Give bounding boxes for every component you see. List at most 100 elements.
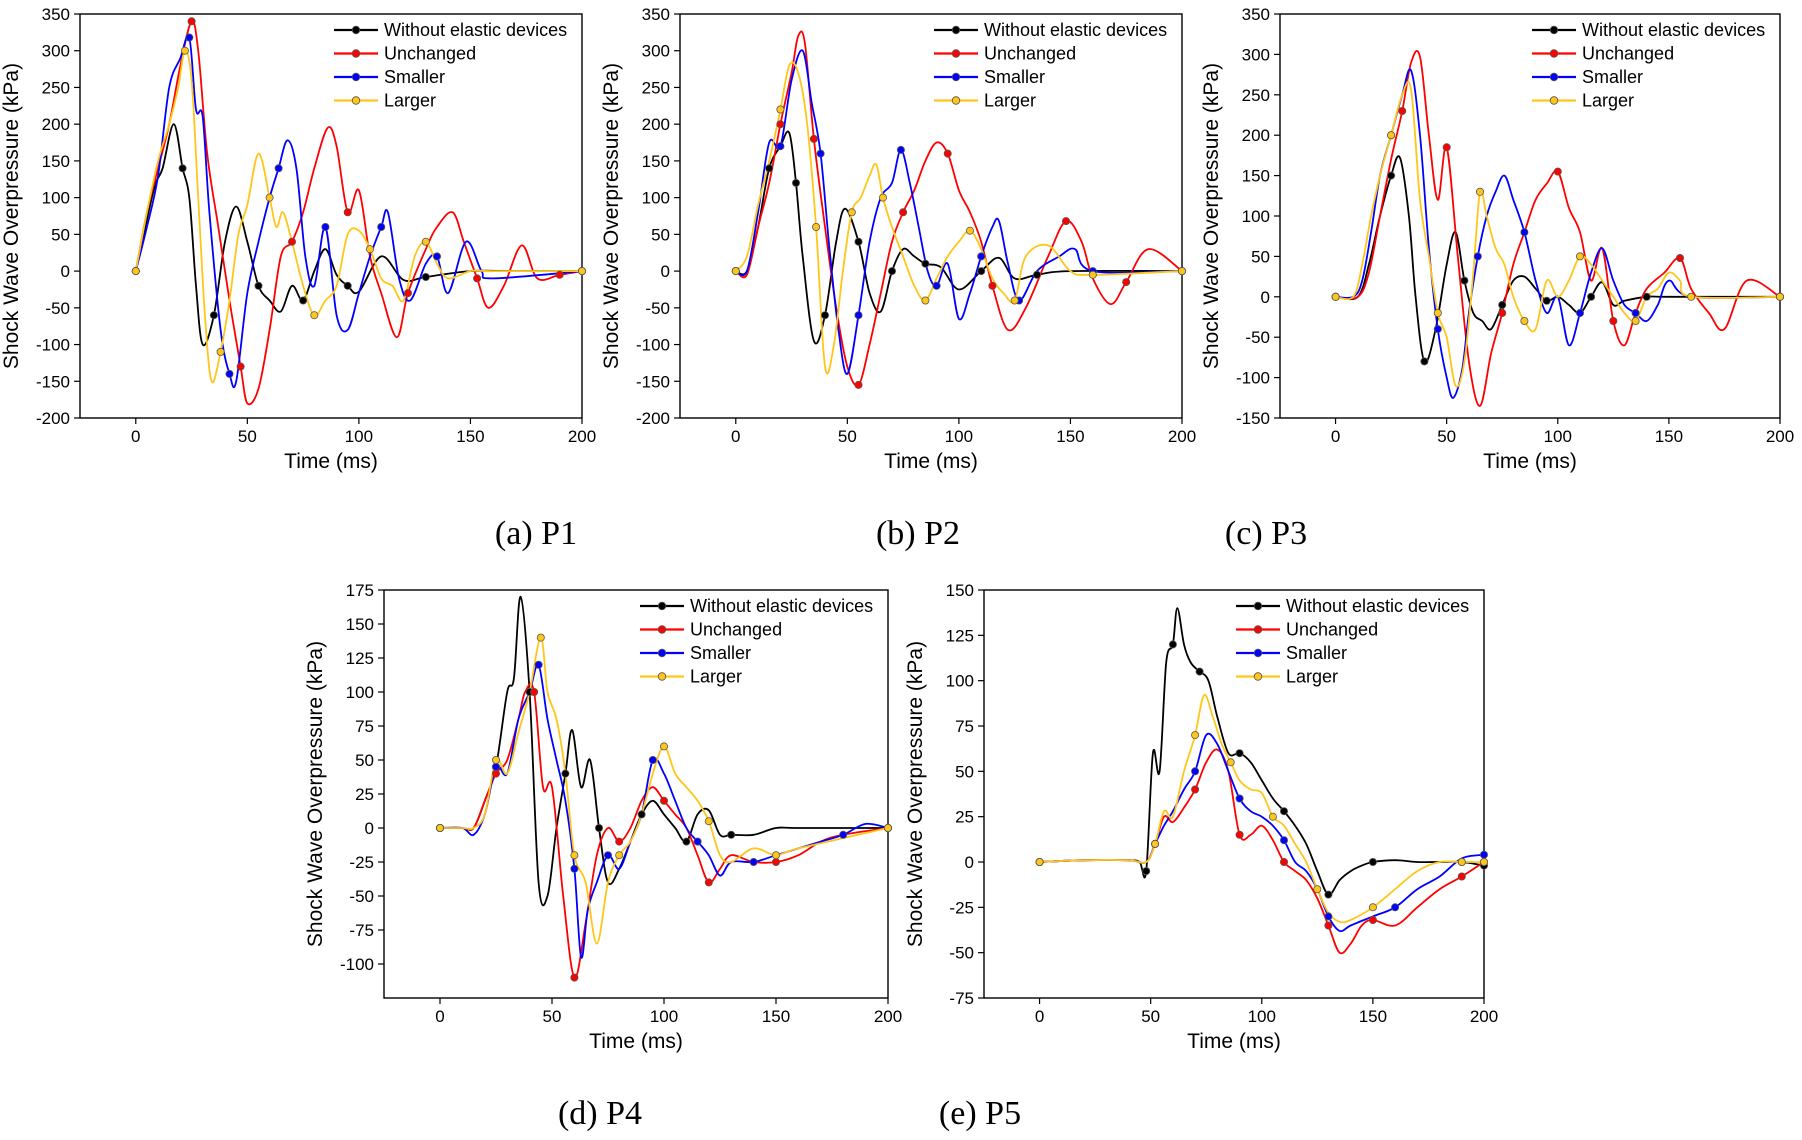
chart-3-x-axis-title: Time (ms) [1483,450,1577,473]
chart-2-series-larger-marker [966,226,975,235]
chart-1-x-axis-title: Time (ms) [284,450,378,473]
chart-5-x-tick-label: 150 [1359,1007,1387,1026]
chart-2: 0 50 100 150 200 -200 -150 -100 -50 0 50 100 150 200 2… [600,5,1196,552]
chart-3-series-smaller-marker [1520,228,1529,237]
chart-3-series-larger-marker [1776,292,1785,301]
chart-2-series-unchanged-marker [854,380,863,389]
chart-1-series-smaller-marker [274,164,283,173]
chart-4-y-axis-title: Shock Wave Overpressure (kPa) [304,641,327,947]
chart-3-x-tick-label: 200 [1766,427,1794,446]
chart-2-series-without-elastic-devices-marker [888,267,897,276]
chart-4-series-smaller-marker [534,660,543,669]
chart-5-series-unchanged-marker [1324,921,1333,930]
chart-4-x-tick-label: 100 [650,1007,678,1026]
chart-1-y-axis-title: Shock Wave Overpressure (kPa) [0,63,23,369]
chart-2-legend-label-smaller: Smaller [984,67,1045,87]
chart-4-series-unchanged-marker [704,878,713,887]
chart-4-series-smaller-marker [749,858,758,867]
chart-1-series-larger-marker [578,267,587,276]
chart-5-series-smaller-marker [1235,794,1244,803]
chart-4-y-tick-label: 175 [346,581,374,600]
chart-1-legend-label-unchanged: Unchanged [384,44,476,64]
chart-5-series-without-elastic-devices-marker [1280,807,1289,816]
chart-2-y-tick-label: 350 [642,5,670,24]
chart-2-series-without-elastic-devices-marker [977,267,986,276]
chart-4-series-smaller-marker [491,762,500,771]
chart-4-x-tick-label: 0 [435,1007,444,1026]
chart-5-legend-label-without-elastic-devices: Without elastic devices [1286,596,1469,616]
chart-3-x-tick-label: 100 [1544,427,1572,446]
chart-5-y-tick-label: 25 [955,808,974,827]
chart-4-series-smaller-marker [839,830,848,839]
chart-5-series-unchanged-marker [1457,872,1466,881]
chart-3-series-larger-marker [1687,292,1696,301]
chart-4-series-smaller-line [439,663,889,959]
chart-2-y-tick-label: -150 [636,372,670,391]
chart-2-legend-marker-larger [951,96,961,105]
chart-4-y-tick-label: -50 [349,887,374,906]
chart-1-series-unchanged-marker [403,289,412,298]
chart-5-series-unchanged-marker [1368,916,1377,925]
chart-4-series-without-elastic-devices-marker [682,837,691,846]
chart-2-y-tick-label: 0 [661,262,670,281]
chart-2-series-larger-marker [847,208,856,217]
chart-1-series-without-elastic-devices-marker [421,272,430,281]
chart-3-legend-label-without-elastic-devices: Without elastic devices [1582,20,1765,40]
chart-5-series-without-elastic-devices-marker [1368,858,1377,867]
chart-1-x-tick-label: 0 [131,427,140,446]
chart-3-series-without-elastic-devices-line [1335,155,1780,364]
chart-2-series-smaller-marker [932,281,941,290]
chart-5-legend-label-unchanged: Unchanged [1286,620,1378,640]
chart-2-x-tick-label: 50 [838,427,857,446]
chart-1-series-without-elastic-devices-marker [343,281,352,290]
chart-5-legend-label-smaller: Smaller [1286,643,1347,663]
chart-5-caption: (e) P5 [939,1095,1021,1132]
chart-1-legend-label-smaller: Smaller [384,67,445,87]
chart-2-series-unchanged-marker [988,281,997,290]
chart-3-series-unchanged-marker [1398,107,1407,116]
chart-2-y-tick-label: 200 [642,115,670,134]
chart-3-y-tick-label: 50 [1251,247,1270,266]
chart-1-series-without-elastic-devices-marker [299,296,308,305]
chart-4-series-larger-marker [536,633,545,642]
chart-5-series-smaller-marker [1191,767,1200,776]
chart-3-series-larger-marker [1576,252,1585,261]
chart-2-series-smaller-marker [854,311,863,320]
chart-3-series-smaller-marker [1433,325,1442,334]
chart-4-series-larger-marker [435,824,444,833]
chart-4-series-larger-marker [570,851,579,860]
chart-2-series-unchanged-line [735,30,1183,387]
chart-3-series-unchanged-line [1335,50,1781,407]
chart-5-x-tick-label: 200 [1470,1007,1498,1026]
chart-1-series-larger-marker [265,193,274,202]
chart-3-series-without-elastic-devices-marker [1498,300,1507,309]
chart-1-legend-label-larger: Larger [384,91,436,111]
chart-4-series-unchanged-marker [530,688,539,697]
chart-3-y-tick-label: 350 [1242,5,1270,24]
chart-3-series-unchanged-marker [1442,143,1451,152]
chart-3-legend-label-smaller: Smaller [1582,67,1643,87]
chart-4-series-without-elastic-devices-marker [727,830,736,839]
chart-2-series-larger-line [735,61,1183,375]
chart-5-y-tick-label: 50 [955,762,974,781]
chart-5-series-without-elastic-devices-marker [1142,867,1151,876]
chart-2-legend-label-without-elastic-devices: Without elastic devices [984,20,1167,40]
chart-1-y-tick-label: 200 [42,115,70,134]
chart-2-y-tick-label: 300 [642,42,670,61]
chart-3-series-larger-marker [1387,131,1396,140]
chart-5-series-larger-marker [1191,731,1200,740]
chart-5-series-larger-marker [1457,858,1466,867]
chart-3-y-tick-label: 250 [1242,86,1270,105]
chart-4-legend-label-without-elastic-devices: Without elastic devices [690,596,873,616]
chart-1-legend-marker-larger [351,96,361,105]
chart-4-legend-marker-unchanged [657,625,667,634]
chart-4-series-larger-marker [491,756,500,765]
chart-4-x-tick-label: 150 [762,1007,790,1026]
chart-5-x-tick-label: 0 [1035,1007,1044,1026]
chart-3-x-tick-label: 150 [1655,427,1683,446]
chart-5-series-smaller-marker [1480,850,1489,859]
chart-3-series-larger-marker [1433,308,1442,317]
chart-3-caption: (c) P3 [1225,515,1307,552]
chart-1-series-smaller-marker [225,369,234,378]
